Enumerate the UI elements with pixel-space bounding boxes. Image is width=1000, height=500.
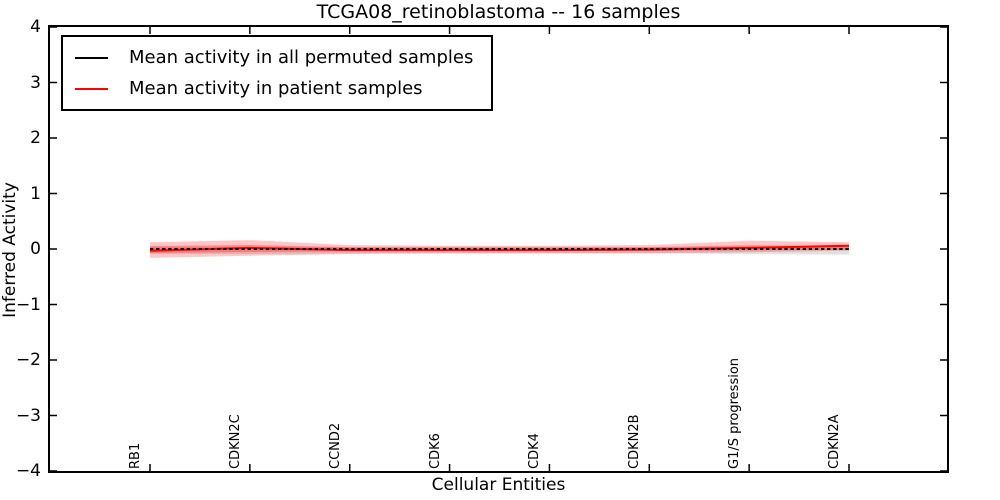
x-tick-label: RB1 <box>128 442 143 469</box>
y-tick-label: −4 <box>15 461 41 481</box>
x-axis-label: Cellular Entities <box>431 475 566 495</box>
y-tick-label: 4 <box>30 17 41 37</box>
legend-label-patient: Mean activity in patient samples <box>129 78 423 99</box>
x-tick-label: CDKN2A <box>827 414 842 469</box>
legend-row-patient: Mean activity in patient samples <box>75 73 473 104</box>
x-tick-label: CDKN2C <box>227 414 243 469</box>
plot-area: Mean activity in all permuted samples Me… <box>48 25 949 473</box>
y-tick-label: 3 <box>30 72 41 93</box>
x-tick-label: CDK6 <box>427 433 443 469</box>
x-tick-label: CDK4 <box>527 433 543 469</box>
legend-line-permuted-icon <box>75 56 108 59</box>
legend-label-permuted: Mean activity in all permuted samples <box>129 47 474 68</box>
legend-row-permuted: Mean activity in all permuted samples <box>75 42 473 73</box>
y-tick-label: 2 <box>30 128 41 148</box>
y-tick-label: −3 <box>15 405 41 426</box>
y-tick-label: 0 <box>30 239 41 259</box>
y-tick-label: 1 <box>30 183 41 204</box>
legend: Mean activity in all permuted samples Me… <box>61 35 494 111</box>
chart-canvas <box>50 27 947 471</box>
y-tick-label: −2 <box>15 350 41 370</box>
x-tick-label: G1/S progression <box>727 357 743 469</box>
x-tick-label: CCND2 <box>327 422 343 469</box>
chart-title: TCGA08_retinoblastoma -- 16 samples <box>316 1 681 23</box>
y-tick-label: −1 <box>15 294 41 315</box>
legend-line-patient-icon <box>75 87 108 90</box>
x-tick-label: CDKN2B <box>627 414 643 469</box>
